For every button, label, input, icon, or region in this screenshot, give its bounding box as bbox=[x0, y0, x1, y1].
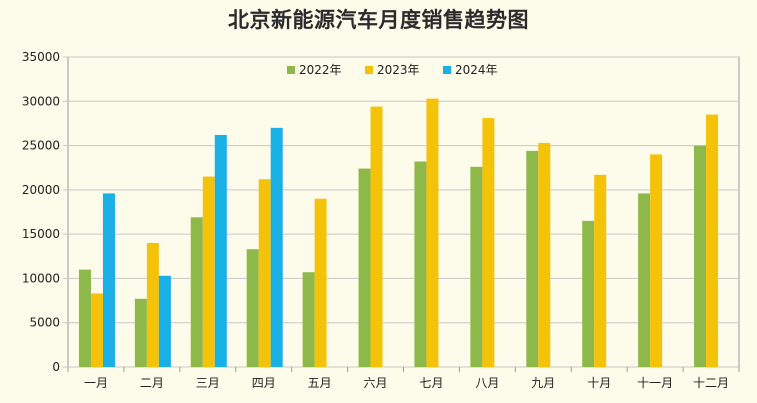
bar-2024年-四月 bbox=[270, 127, 283, 367]
bar-2024年-二月 bbox=[158, 275, 171, 367]
bar-2023年-十一月 bbox=[650, 154, 663, 367]
y-tick-label: 35000 bbox=[22, 50, 60, 64]
bar-2024年-三月 bbox=[214, 134, 227, 367]
bar-2022年-六月 bbox=[358, 168, 371, 367]
x-tick-label: 一月 bbox=[84, 376, 108, 390]
x-tick-label: 二月 bbox=[140, 376, 164, 390]
y-tick-label: 30000 bbox=[22, 94, 60, 108]
x-tick-label: 八月 bbox=[475, 376, 499, 390]
legend: 2022年 2023年 2024年 bbox=[287, 63, 498, 77]
legend-label: 2023年 bbox=[377, 63, 420, 77]
x-tick-label: 七月 bbox=[419, 376, 443, 390]
bar-2023年-九月 bbox=[538, 142, 551, 367]
bar-2022年-十月 bbox=[582, 220, 595, 367]
bar-2023年-十月 bbox=[594, 174, 607, 367]
bar-2023年-四月 bbox=[258, 179, 271, 367]
x-tick-label: 五月 bbox=[308, 376, 332, 390]
bar-2023年-十二月 bbox=[706, 114, 719, 367]
y-tick-label: 0 bbox=[52, 360, 60, 374]
bar-2022年-十二月 bbox=[694, 145, 707, 367]
bar-2022年-四月 bbox=[246, 249, 259, 367]
bar-2023年-七月 bbox=[426, 98, 439, 367]
bar-2023年-三月 bbox=[202, 176, 215, 367]
x-tick-label: 九月 bbox=[531, 376, 555, 390]
bar-2024年-一月 bbox=[102, 193, 115, 367]
bars bbox=[78, 98, 719, 367]
bar-2023年-一月 bbox=[90, 293, 103, 367]
bar-2022年-八月 bbox=[470, 166, 483, 367]
bar-2022年-十一月 bbox=[638, 193, 651, 367]
legend-swatch-2024年 bbox=[443, 66, 451, 74]
bar-2022年-五月 bbox=[302, 272, 315, 367]
x-tick-label: 四月 bbox=[252, 376, 276, 390]
bar-2023年-八月 bbox=[482, 118, 495, 367]
x-tick-label: 十月 bbox=[587, 376, 611, 390]
x-tick-label: 十二月 bbox=[693, 376, 729, 390]
bar-2022年-二月 bbox=[134, 298, 147, 367]
bar-2022年-九月 bbox=[526, 150, 539, 367]
legend-swatch-2023年 bbox=[365, 66, 373, 74]
bar-2023年-二月 bbox=[146, 243, 159, 367]
chart-title: 北京新能源汽车月度销售趋势图 bbox=[228, 8, 529, 32]
bar-2022年-一月 bbox=[78, 269, 91, 367]
y-tick-label: 10000 bbox=[22, 271, 60, 285]
x-tick-label: 三月 bbox=[196, 376, 220, 390]
y-tick-label: 15000 bbox=[22, 227, 60, 241]
grid-lines bbox=[63, 56, 740, 368]
bar-2023年-六月 bbox=[370, 106, 383, 367]
y-tick-label: 5000 bbox=[29, 316, 60, 330]
legend-swatch-2022年 bbox=[287, 66, 295, 74]
x-tick-label: 六月 bbox=[364, 376, 388, 390]
x-tick-label: 十一月 bbox=[637, 376, 673, 390]
y-tick-label: 20000 bbox=[22, 183, 60, 197]
bar-2022年-三月 bbox=[190, 217, 203, 367]
axes: 0 5000 10000 15000 20000 25000 30000 35000 一月 二月 三… bbox=[22, 50, 740, 390]
legend-label: 2022年 bbox=[299, 63, 342, 77]
bar-2023年-五月 bbox=[314, 198, 327, 367]
legend-label: 2024年 bbox=[455, 63, 498, 77]
bar-2022年-七月 bbox=[414, 161, 427, 367]
y-tick-label: 25000 bbox=[22, 139, 60, 153]
